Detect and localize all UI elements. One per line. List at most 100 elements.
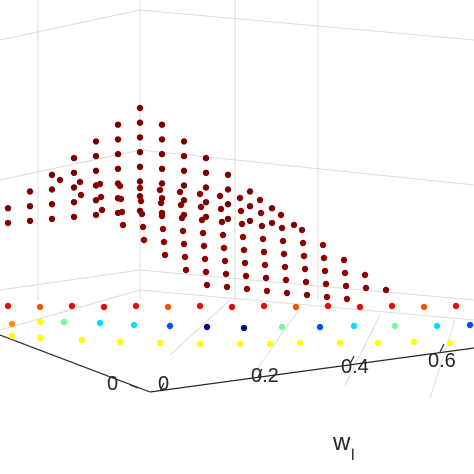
x-axis-line [149,347,474,393]
data-point [158,136,166,143]
data-point [240,324,248,332]
data-point [203,323,211,331]
data-point [420,303,428,311]
data-point [177,201,185,209]
data-point [202,169,210,176]
data-point [296,339,304,347]
data-point [300,252,308,260]
data-point [70,154,78,162]
floor-grid-line [429,319,456,399]
data-point [202,268,210,276]
data-point [26,217,34,225]
data-point [136,134,144,141]
data-point [56,176,64,184]
data-point [202,154,210,162]
data-point [374,339,382,347]
data-point [246,203,254,210]
data-point [98,206,106,214]
data-point [350,322,358,330]
data-point [236,340,244,348]
floor-grid-line [139,289,474,321]
grid-line-horizontal [0,9,141,41]
data-point [343,295,351,303]
data-point [218,218,226,226]
data-point [197,203,205,211]
axes-grid [0,0,474,399]
data-point [48,215,56,223]
data-point [130,321,138,329]
data-point [8,320,16,328]
data-point [158,195,166,202]
data-point [341,269,349,277]
floor-grid-line [169,299,231,356]
data-point [117,195,125,203]
data-point [238,220,246,228]
data-point [158,212,166,220]
data-point [114,121,122,128]
data-point [159,225,167,233]
data-point [361,271,369,279]
data-point [278,224,286,232]
data-point [48,201,56,208]
data-point [92,211,100,219]
data-point [70,213,78,221]
data-point [356,303,364,311]
data-point [336,339,344,347]
data-point [70,169,78,176]
data-point [221,257,229,265]
data-point [180,138,188,145]
data-point [262,274,270,282]
data-point [466,321,474,329]
data-point [60,318,68,326]
data-point [257,209,265,217]
data-point [219,231,227,239]
data-point [223,283,231,291]
data-point [243,285,251,293]
data-point [282,276,290,284]
data-point [136,193,144,200]
x-tick-mark [439,343,445,353]
data-point [224,215,232,223]
data-point [136,178,144,185]
data-point [181,253,189,261]
data-point [76,178,84,186]
x-tick-label: 0.2 [251,365,279,387]
data-point [199,229,207,237]
data-point [201,255,209,263]
data-point [323,293,331,301]
x-axis-label-subscript: l [351,447,355,464]
data-point [36,334,44,342]
data-point [182,266,190,274]
data-point [26,188,34,195]
x-axis-label: w [332,429,351,456]
data-point [391,322,399,330]
data-point [290,221,298,229]
data-point [299,239,307,247]
data-point [228,303,236,311]
data-point [410,338,418,346]
data-point [96,180,104,188]
data-point [70,184,78,191]
data-point [203,281,211,289]
data-point [216,192,224,200]
data-point [36,303,44,311]
data-point [246,217,254,225]
data-point [136,119,144,126]
data-point [100,303,108,311]
data-point [268,205,276,212]
data-point [196,340,204,348]
data-point [114,136,122,143]
data-point [140,236,148,244]
data-point [156,339,164,347]
data-point [92,152,100,160]
data-point [48,186,56,193]
data-point [292,303,300,311]
y-tick-mark [129,384,139,389]
data-point [260,302,268,310]
grid-line-horizontal [0,269,141,291]
data-point [139,223,147,231]
data-point [4,219,12,227]
data-point [319,241,327,249]
data-point [116,182,124,190]
